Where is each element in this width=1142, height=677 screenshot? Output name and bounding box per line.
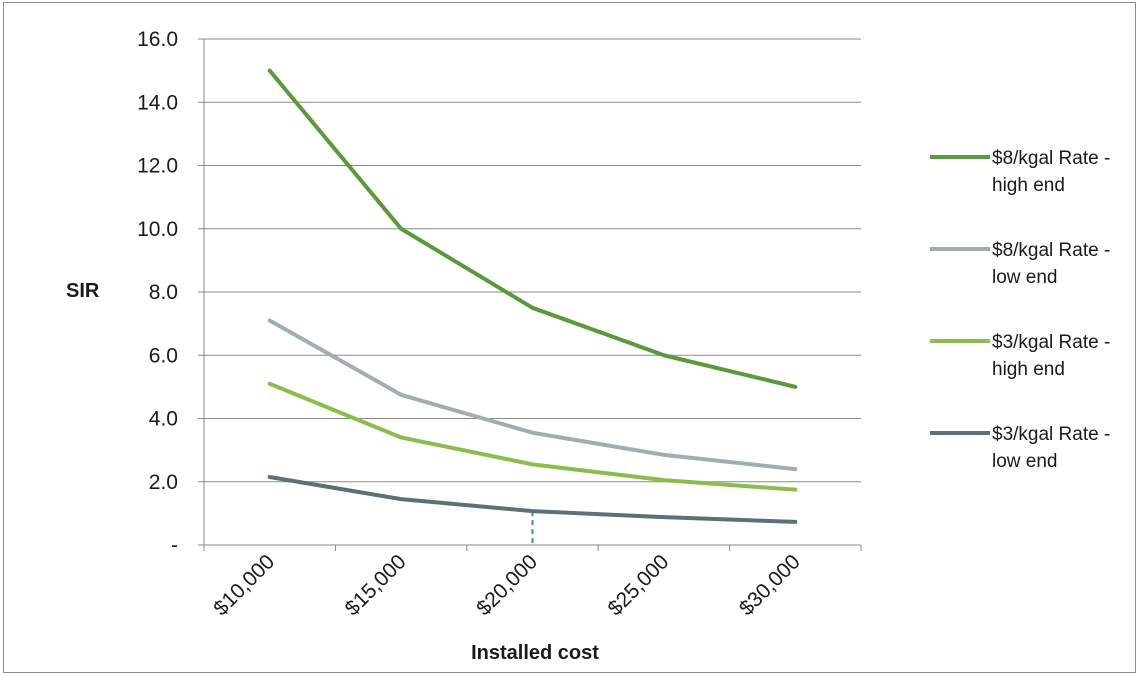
x-tick-label: $10,000 xyxy=(209,550,279,620)
legend-label: high end xyxy=(992,175,1065,196)
chart-frame: - 2.0 4.0 6.0 8.0 10.0 12.0 14.0 16.0 $10,000 $15… xyxy=(3,2,1136,673)
series-line xyxy=(267,68,798,389)
series-line xyxy=(267,475,798,524)
y-tick-label: 8.0 xyxy=(149,281,178,304)
x-tick-label: $20,000 xyxy=(472,550,542,620)
x-tick-labels: $10,000 $15,000 $20,000 $25,000 $30,000 xyxy=(209,550,805,620)
legend-label: $8/kgal Rate - xyxy=(992,240,1110,261)
series-line xyxy=(267,318,798,472)
sir-line-chart: - 2.0 4.0 6.0 8.0 10.0 12.0 14.0 16.0 $10,000 $15… xyxy=(66,28,1110,664)
y-tick-label: 14.0 xyxy=(137,91,178,114)
axes xyxy=(203,39,862,551)
series-lines xyxy=(267,68,798,524)
x-axis-title: Installed cost xyxy=(471,642,599,664)
y-axis-title: SIR xyxy=(66,280,100,302)
x-tick-label: $25,000 xyxy=(603,550,673,620)
series-line xyxy=(267,381,798,492)
y-tick-label: 10.0 xyxy=(137,218,178,241)
x-tick-label: $30,000 xyxy=(735,550,805,620)
legend-label: $8/kgal Rate - xyxy=(992,148,1110,169)
y-tick-label: 12.0 xyxy=(137,155,178,178)
legend-label: high end xyxy=(992,359,1065,380)
y-tick-labels: - 2.0 4.0 6.0 8.0 10.0 12.0 14.0 16.0 xyxy=(137,28,178,557)
y-tick-label: 2.0 xyxy=(149,471,178,494)
legend: $8/kgal Rate - high end $8/kgal Rate - low … xyxy=(930,148,1110,472)
y-tick-label: 4.0 xyxy=(149,408,178,431)
legend-label: $3/kgal Rate - xyxy=(992,332,1110,353)
x-tick-label: $15,000 xyxy=(341,550,411,620)
gridlines xyxy=(198,38,861,546)
legend-label: $3/kgal Rate - xyxy=(992,424,1110,445)
y-tick-label: 16.0 xyxy=(137,28,178,51)
y-tick-label: - xyxy=(171,534,178,557)
y-tick-label: 6.0 xyxy=(149,344,178,367)
legend-label: low end xyxy=(992,451,1058,472)
legend-label: low end xyxy=(992,267,1058,288)
